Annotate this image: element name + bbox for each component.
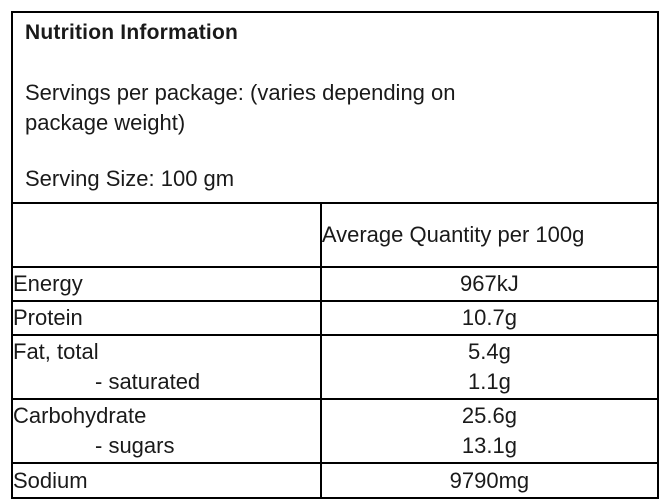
row-value-sugars: 13.1g [461, 433, 517, 458]
row-label-carbohydrate: Carbohydrate [13, 403, 147, 428]
row-value-fat-saturated: 1.1g [468, 369, 511, 394]
table-row-energy: Energy 967kJ [13, 266, 657, 302]
table-row-fat: Fat, total - saturated 5.4g 1.1g [13, 334, 657, 400]
serving-size-text: Serving Size: 100 gm [25, 166, 235, 191]
row-value-sodium: 9790mg [449, 467, 530, 493]
table-row-protein: Protein 10.7g [13, 300, 657, 336]
table-row-sodium: Sodium 9790mg [13, 462, 657, 497]
table-header-row: Average Quantity per 100g [13, 202, 657, 268]
row-label-sugars: - sugars [95, 433, 175, 458]
nutrition-table: Average Quantity per 100g Energy 967kJ P… [13, 202, 657, 497]
row-value-fat-total: 5.4g [468, 339, 511, 364]
row-label-fat-total: Fat, total [13, 339, 99, 364]
row-label-sodium: Sodium [13, 467, 88, 493]
servings-per-package-text: Servings per package: (varies depending … [25, 80, 456, 135]
row-value-carbohydrate: 25.6g [461, 403, 517, 428]
label-header: Nutrition Information Servings per packa… [13, 13, 657, 193]
quantity-column-header: Average Quantity per 100g [319, 202, 657, 268]
row-label-energy: Energy [13, 271, 83, 296]
row-label-fat-saturated: - saturated [95, 369, 201, 394]
row-label-protein: Protein [13, 305, 83, 330]
nutrition-label: Nutrition Information Servings per packa… [11, 11, 659, 499]
row-value-protein: 10.7g [461, 305, 517, 330]
row-value-energy: 967kJ [460, 271, 519, 296]
table-row-carbohydrate: Carbohydrate - sugars 25.6g 13.1g [13, 398, 657, 464]
label-title: Nutrition Information [25, 21, 239, 44]
nutrient-column-header [13, 202, 322, 268]
